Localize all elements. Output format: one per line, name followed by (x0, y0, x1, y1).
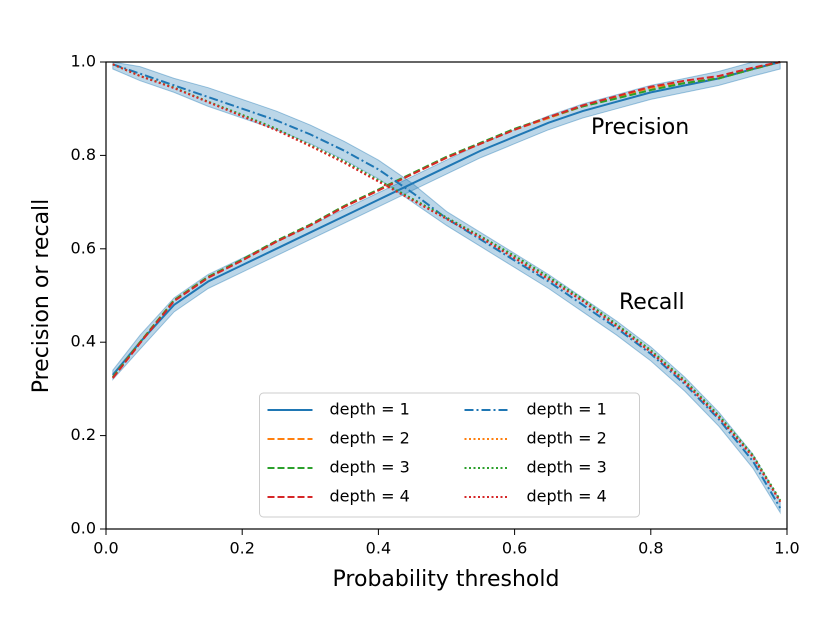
y-tick-label: 1.0 (71, 52, 96, 71)
legend-label: depth = 2 (527, 429, 607, 448)
legend-label: depth = 3 (527, 458, 607, 477)
y-tick-label: 0.6 (71, 238, 96, 257)
confidence-band (112, 61, 781, 381)
legend-label: depth = 2 (330, 429, 410, 448)
series-line (112, 61, 781, 376)
x-tick-label: 0.4 (366, 539, 391, 558)
x-tick-label: 1.0 (774, 539, 799, 558)
series-line (112, 61, 781, 379)
series-line (112, 63, 782, 509)
legend-label: depth = 1 (527, 400, 607, 419)
y-axis-label: Precision or recall (29, 199, 54, 394)
legend-label: depth = 4 (330, 487, 410, 506)
legend: depth = 1 depth = 2 depth = 3 depth = 4 dept… (259, 392, 640, 518)
plot-frame (105, 61, 788, 530)
y-tick-label: 0.0 (71, 519, 96, 538)
legend-label: depth = 1 (330, 400, 410, 419)
legend-label: depth = 3 (330, 458, 410, 477)
y-tick-label: 0.2 (71, 425, 96, 444)
x-tick-label: 0.6 (502, 539, 527, 558)
y-tick-label: 0.4 (71, 332, 96, 351)
annotation: Precision (591, 115, 689, 140)
x-tick-label: 0.0 (93, 539, 118, 558)
legend-label: depth = 4 (527, 487, 607, 506)
annotation: Recall (619, 290, 685, 315)
legend-box (259, 392, 640, 518)
x-axis-label: Probability threshold (333, 567, 560, 592)
x-tick-label: 0.2 (229, 539, 254, 558)
x-tick-label: 0.8 (638, 539, 663, 558)
y-tick-label: 0.8 (71, 145, 96, 164)
confidence-band (112, 61, 781, 515)
